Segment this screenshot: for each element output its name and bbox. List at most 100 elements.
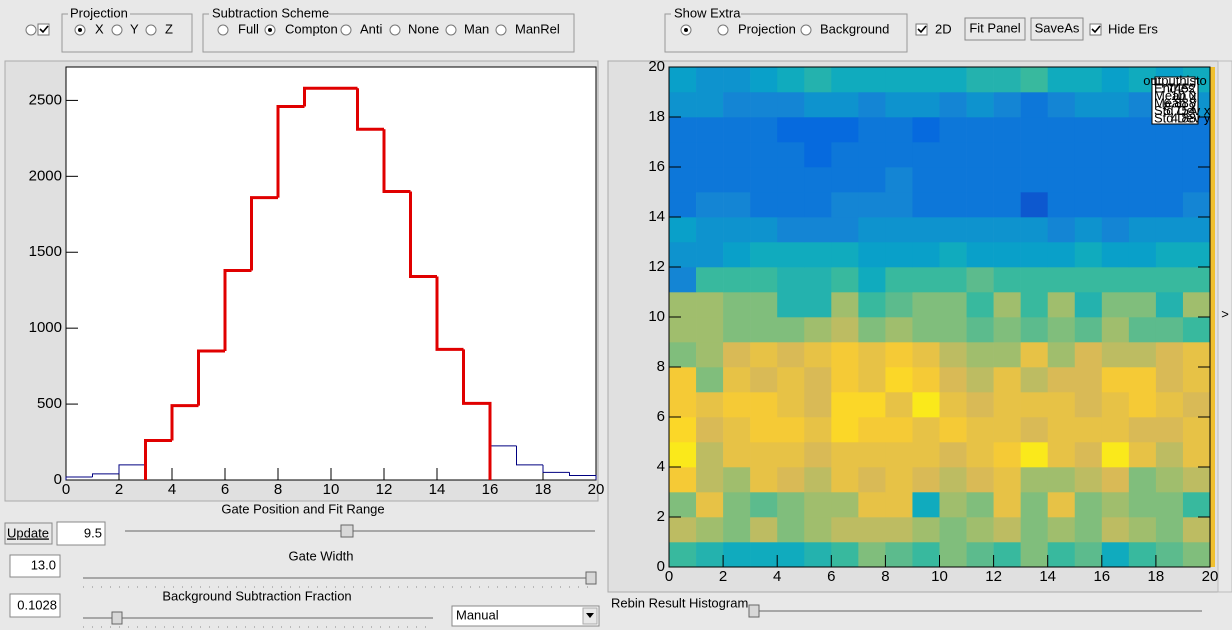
heat-cell bbox=[966, 342, 994, 368]
gate-width-entry[interactable] bbox=[9, 554, 61, 578]
button-label: Update bbox=[7, 525, 49, 540]
heat-cell bbox=[1047, 167, 1076, 193]
radio[interactable] bbox=[145, 24, 157, 36]
save-as-button[interactable] bbox=[1030, 17, 1084, 41]
heat-cell bbox=[1074, 317, 1103, 343]
heat-cell bbox=[939, 492, 967, 518]
heat-cell bbox=[1128, 292, 1157, 318]
x-tick-label: 14 bbox=[1039, 568, 1056, 585]
heat-cell bbox=[966, 317, 994, 343]
checkbox[interactable] bbox=[37, 23, 50, 36]
slider-handle[interactable] bbox=[585, 571, 597, 585]
radio[interactable] bbox=[340, 24, 352, 36]
heat-cell bbox=[777, 417, 805, 443]
radio-label: Y bbox=[130, 21, 139, 36]
radio[interactable] bbox=[495, 24, 507, 36]
checkbox[interactable] bbox=[915, 23, 928, 36]
heat-cell bbox=[858, 517, 886, 543]
heat-cell bbox=[831, 242, 859, 268]
hist-frame bbox=[65, 66, 597, 481]
hist-bin bbox=[516, 445, 543, 466]
radio[interactable] bbox=[389, 24, 401, 36]
radio-label: ManRel bbox=[515, 21, 560, 36]
heat-cell bbox=[1155, 392, 1184, 418]
side-handle[interactable] bbox=[1217, 60, 1232, 593]
slider-handle[interactable] bbox=[748, 604, 760, 618]
radio[interactable] bbox=[217, 24, 229, 36]
show-extra-group bbox=[664, 13, 908, 53]
radio[interactable] bbox=[717, 24, 729, 36]
hist-bin bbox=[223, 268, 252, 351]
radio[interactable] bbox=[445, 24, 457, 36]
heat-cell bbox=[1047, 392, 1076, 418]
gate-position-entry[interactable] bbox=[56, 521, 106, 546]
heat-cell bbox=[1128, 267, 1157, 293]
radio[interactable] bbox=[800, 24, 812, 36]
heat-cell bbox=[1074, 442, 1103, 468]
fit-panel-button[interactable] bbox=[964, 17, 1026, 41]
heat-cell bbox=[885, 242, 913, 268]
heat-cell bbox=[804, 92, 832, 118]
heat-cell bbox=[939, 117, 967, 143]
heat-cell bbox=[939, 267, 967, 293]
bg-fraction-entry[interactable] bbox=[9, 593, 61, 618]
heat-cell bbox=[669, 67, 697, 93]
heat-cell bbox=[1047, 542, 1076, 568]
heat-cell bbox=[1020, 142, 1048, 168]
heat-cell bbox=[669, 342, 697, 368]
checkbox[interactable] bbox=[1089, 23, 1102, 36]
heat-cell bbox=[993, 342, 1021, 368]
heat-cell bbox=[858, 192, 886, 218]
heat-cell bbox=[885, 117, 913, 143]
heat-cell bbox=[1155, 417, 1184, 443]
heat-cell bbox=[858, 267, 886, 293]
heat-cell bbox=[750, 67, 778, 93]
x-tick-label: 20 bbox=[588, 481, 605, 498]
heat-cell bbox=[1128, 367, 1157, 393]
heat-cell bbox=[912, 292, 940, 318]
heat-cell bbox=[966, 492, 994, 518]
heat-cell bbox=[966, 542, 994, 568]
heat-cell bbox=[669, 317, 697, 343]
heat-cell bbox=[1155, 467, 1184, 493]
heat-cell bbox=[777, 392, 805, 418]
heat-cell bbox=[939, 342, 967, 368]
heat-cell bbox=[750, 392, 778, 418]
heat-cell bbox=[804, 517, 832, 543]
checkbox-label: 2D bbox=[935, 21, 952, 36]
heat-cell bbox=[912, 467, 940, 493]
heat-cell bbox=[912, 417, 940, 443]
radio[interactable] bbox=[111, 24, 123, 36]
heat-cell bbox=[777, 267, 805, 293]
heat-cell bbox=[885, 67, 913, 93]
heat-cell bbox=[1020, 517, 1048, 543]
heat-cell bbox=[912, 242, 940, 268]
heat-cell bbox=[723, 142, 751, 168]
heat-cell bbox=[966, 167, 994, 193]
heat-cell bbox=[804, 392, 832, 418]
heat-cell bbox=[912, 117, 940, 143]
mode-dropdown[interactable] bbox=[451, 605, 600, 627]
heat-cell bbox=[858, 167, 886, 193]
slider-handle[interactable] bbox=[340, 524, 354, 538]
hist-bin bbox=[170, 404, 199, 441]
y-tick-label: 0 bbox=[657, 558, 665, 575]
heat-cell bbox=[750, 317, 778, 343]
heat-cell bbox=[1155, 192, 1184, 218]
update-button[interactable] bbox=[4, 522, 53, 545]
heat-cell bbox=[993, 142, 1021, 168]
slider-handle[interactable] bbox=[111, 611, 123, 625]
check-mark bbox=[39, 25, 49, 34]
heat-cell bbox=[966, 292, 994, 318]
heat-cell bbox=[831, 117, 859, 143]
heat-cell bbox=[750, 292, 778, 318]
heat-cell bbox=[1020, 467, 1048, 493]
x-tick-label: 2 bbox=[719, 568, 727, 585]
heat-cell bbox=[1047, 467, 1076, 493]
radio[interactable] bbox=[25, 24, 37, 36]
dropdown-arrow bbox=[586, 613, 594, 618]
heat-cell bbox=[1155, 167, 1184, 193]
stats-value: 7452 bbox=[1167, 80, 1196, 95]
heat-cell bbox=[858, 542, 886, 568]
radio-dot bbox=[268, 28, 272, 32]
